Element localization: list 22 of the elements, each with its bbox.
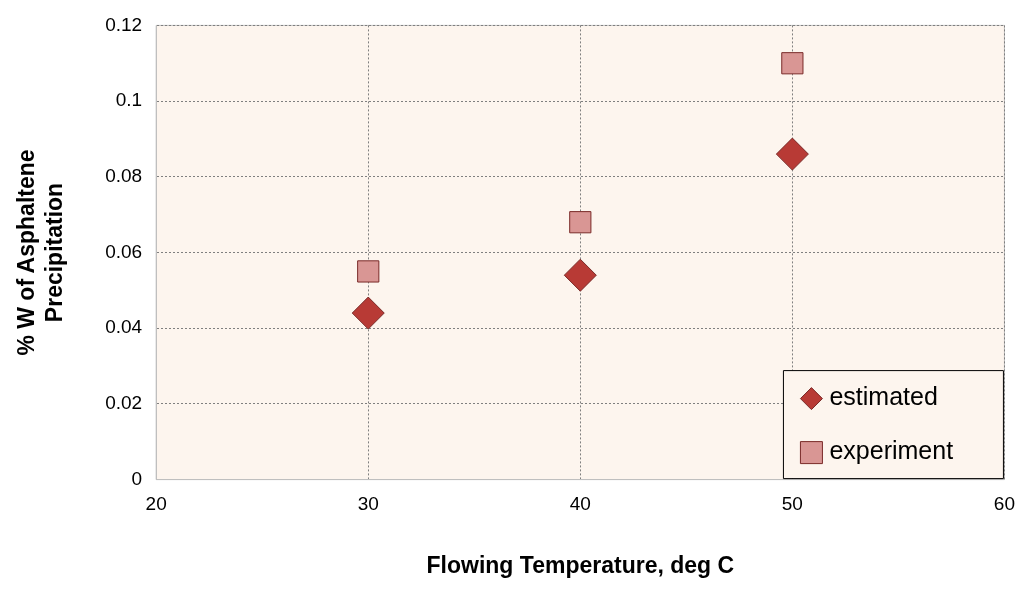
y-tick-label: 0.04 xyxy=(105,316,143,338)
legend-label: experiment xyxy=(829,436,954,465)
point xyxy=(781,52,804,75)
x-tick-label: 50 xyxy=(781,493,803,515)
x-tick-label: 40 xyxy=(569,493,591,515)
point xyxy=(775,137,809,171)
point xyxy=(569,211,592,234)
y-tick-label: 0.08 xyxy=(105,165,143,187)
point xyxy=(357,260,380,283)
y-tick-label: 0.12 xyxy=(105,13,143,35)
y-tick-label: 0.02 xyxy=(105,392,143,414)
x-tick-label: 30 xyxy=(357,493,379,515)
y-axis-title: % W of Asphaltene Precipitation xyxy=(13,149,67,356)
x-tick-label: 20 xyxy=(145,493,167,515)
y-tick-label: 0.06 xyxy=(105,240,143,262)
point xyxy=(563,258,597,292)
y-tick-label: 0.1 xyxy=(115,89,143,111)
x-tick-label: 60 xyxy=(993,493,1015,515)
point xyxy=(351,296,385,330)
x-axis-title: Flowing Temperature, deg C xyxy=(426,551,735,578)
y-tick-label: 0 xyxy=(131,467,143,489)
legend-label: estimated xyxy=(829,382,938,411)
